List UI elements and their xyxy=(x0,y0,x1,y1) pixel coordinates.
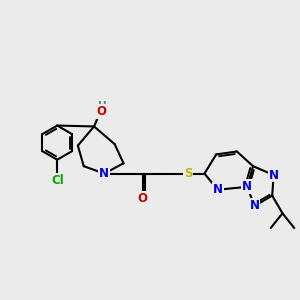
Text: O: O xyxy=(96,105,106,118)
Text: N: N xyxy=(269,169,279,182)
Text: N: N xyxy=(242,180,252,193)
Text: H: H xyxy=(98,101,107,111)
Text: S: S xyxy=(184,167,193,180)
Text: N: N xyxy=(250,200,260,212)
Text: Cl: Cl xyxy=(51,174,64,187)
Text: O: O xyxy=(138,192,148,206)
Text: N: N xyxy=(99,167,110,180)
Text: N: N xyxy=(213,183,223,196)
